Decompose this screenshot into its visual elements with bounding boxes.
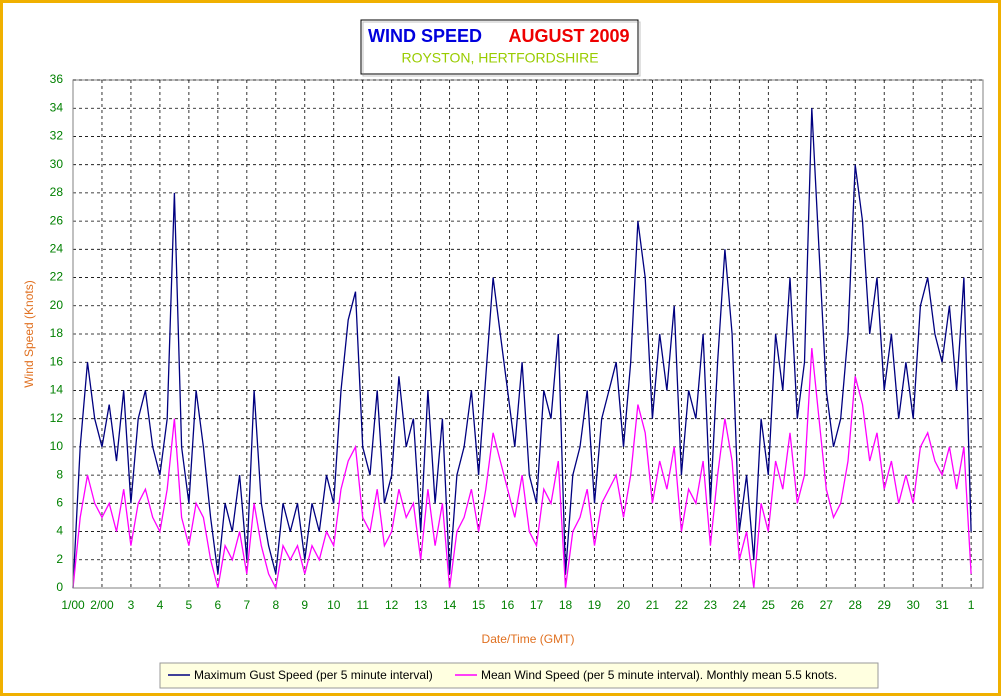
title-box (360, 19, 639, 75)
y-tick-label: 2 (56, 552, 63, 566)
x-tick-label: 8 (272, 598, 279, 612)
x-tick-label: 23 (704, 598, 718, 612)
x-tick-label: 20 (617, 598, 631, 612)
legend-box (159, 662, 879, 689)
series-line (72, 348, 972, 591)
y-tick-label: 30 (50, 157, 64, 171)
y-tick-label: 8 (56, 467, 63, 481)
x-tick-label: 28 (849, 598, 863, 612)
x-tick-label: 30 (906, 598, 920, 612)
y-tick-label: 26 (50, 213, 64, 227)
x-tick-label: 18 (559, 598, 573, 612)
y-tick-label: 20 (50, 298, 64, 312)
y-tick-label: 12 (50, 411, 64, 425)
x-tick-label: 21 (646, 598, 660, 612)
y-tick-label: 18 (50, 326, 64, 340)
x-tick-label: 6 (215, 598, 222, 612)
series-line (72, 108, 972, 589)
chart-period: AUGUST 2009 (508, 26, 629, 46)
x-tick-label: 26 (791, 598, 805, 612)
chart-subtitle: ROYSTON, HERTFORDSHIRE (401, 50, 598, 66)
x-tick-label: 25 (762, 598, 776, 612)
x-tick-label: 7 (243, 598, 250, 612)
y-tick-label: 36 (50, 72, 64, 86)
y-tick-label: 16 (50, 354, 64, 368)
x-tick-label: 17 (530, 598, 544, 612)
x-tick-label: 16 (501, 598, 515, 612)
x-tick-label: 9 (301, 598, 308, 612)
x-tick-label: 5 (186, 598, 193, 612)
x-tick-label: 10 (327, 598, 341, 612)
x-tick-label: 31 (935, 598, 949, 612)
x-tick-label: 3 (128, 598, 135, 612)
x-tick-label: 2/00 (90, 598, 114, 612)
chart-title: WIND SPEED (368, 26, 482, 46)
y-axis-label: Wind Speed (Knots) (22, 280, 36, 387)
x-tick-label: 1/00 (61, 598, 85, 612)
legend-label: Maximum Gust Speed (per 5 minute interva… (194, 668, 433, 682)
x-axis-label: Date/Time (GMT) (482, 632, 575, 646)
y-tick-label: 22 (50, 270, 64, 284)
x-tick-label: 12 (385, 598, 399, 612)
x-tick-label: 14 (443, 598, 457, 612)
x-tick-label: 27 (820, 598, 834, 612)
y-tick-label: 28 (50, 185, 64, 199)
y-tick-label: 0 (56, 580, 63, 594)
x-tick-label: 11 (356, 598, 369, 612)
x-tick-label: 22 (675, 598, 689, 612)
y-tick-label: 32 (50, 129, 64, 143)
x-tick-label: 13 (414, 598, 428, 612)
y-tick-label: 14 (50, 383, 64, 397)
x-tick-label: 4 (157, 598, 164, 612)
x-tick-label: 24 (733, 598, 747, 612)
x-tick-label: 29 (878, 598, 892, 612)
y-tick-label: 34 (50, 100, 64, 114)
y-tick-label: 24 (50, 242, 64, 256)
y-tick-label: 6 (56, 496, 63, 510)
x-tick-label: 1 (968, 598, 975, 612)
x-tick-label: 15 (472, 598, 486, 612)
x-tick-label: 19 (588, 598, 602, 612)
legend-label: Mean Wind Speed (per 5 minute interval).… (481, 668, 837, 682)
y-tick-label: 10 (50, 439, 64, 453)
title-shadow (362, 21, 641, 77)
y-tick-label: 4 (56, 524, 63, 538)
